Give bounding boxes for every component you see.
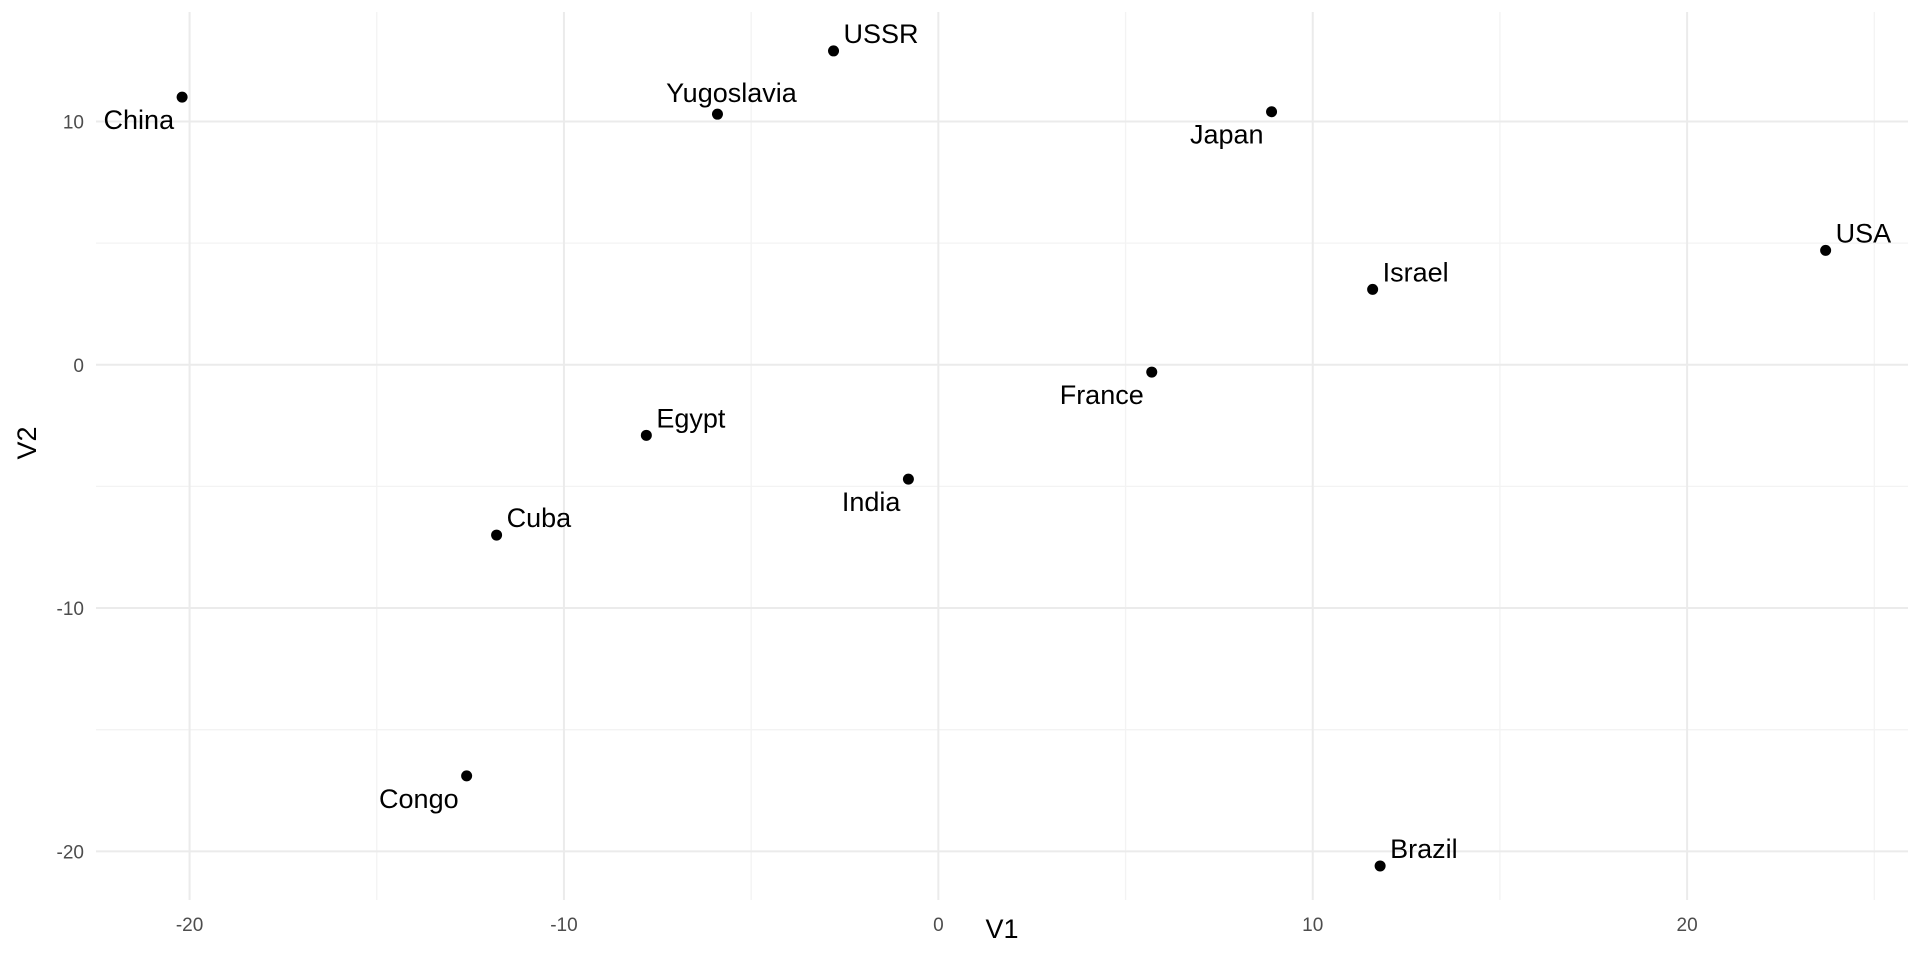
point-label: Japan (1190, 120, 1264, 150)
data-points (176, 45, 1832, 872)
y-tick-label: 0 (73, 356, 84, 377)
y-tick-label: -10 (57, 599, 84, 620)
point-label: India (842, 487, 902, 517)
data-point (640, 429, 652, 441)
x-axis-title: V1 (985, 914, 1018, 944)
x-tick-label: -10 (550, 915, 577, 936)
x-tick-label: 10 (1302, 915, 1323, 936)
data-point (711, 108, 723, 120)
x-tick-label: 0 (933, 915, 944, 936)
data-point (1266, 106, 1278, 118)
minor-gridlines (96, 12, 1908, 900)
x-tick-label: 20 (1677, 915, 1698, 936)
point-label: France (1060, 380, 1144, 410)
point-label: Yugoslavia (666, 78, 798, 108)
point-label: Egypt (656, 403, 726, 433)
point-labels: USSR Yugoslavia China Japan USA Israel France E… (104, 19, 1892, 864)
y-tick-label: 10 (63, 112, 84, 133)
y-tick-label: -20 (57, 842, 84, 863)
point-label: USSR (844, 19, 919, 49)
data-point (176, 91, 188, 103)
point-label: Congo (379, 784, 459, 814)
y-axis-tick-labels: -20 -10 0 10 (57, 112, 84, 863)
data-point (1146, 366, 1158, 378)
data-point (1367, 283, 1379, 295)
data-point (828, 45, 840, 57)
major-gridlines (96, 12, 1908, 900)
data-point (1374, 860, 1386, 872)
data-point (902, 473, 914, 485)
point-label: China (104, 105, 176, 135)
point-label: Cuba (507, 503, 573, 533)
y-axis-title: V2 (12, 426, 42, 459)
point-label: USA (1836, 218, 1892, 248)
x-tick-label: -20 (176, 915, 203, 936)
x-axis-tick-labels: -20 -10 0 10 20 (176, 915, 1698, 936)
data-point (491, 529, 503, 541)
data-point (1820, 244, 1832, 256)
point-label: Israel (1383, 257, 1449, 287)
data-point (461, 770, 473, 782)
point-label: Brazil (1390, 834, 1458, 864)
